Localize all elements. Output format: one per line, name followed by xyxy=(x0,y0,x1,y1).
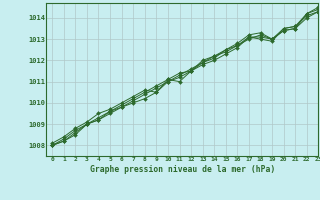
X-axis label: Graphe pression niveau de la mer (hPa): Graphe pression niveau de la mer (hPa) xyxy=(90,165,275,174)
